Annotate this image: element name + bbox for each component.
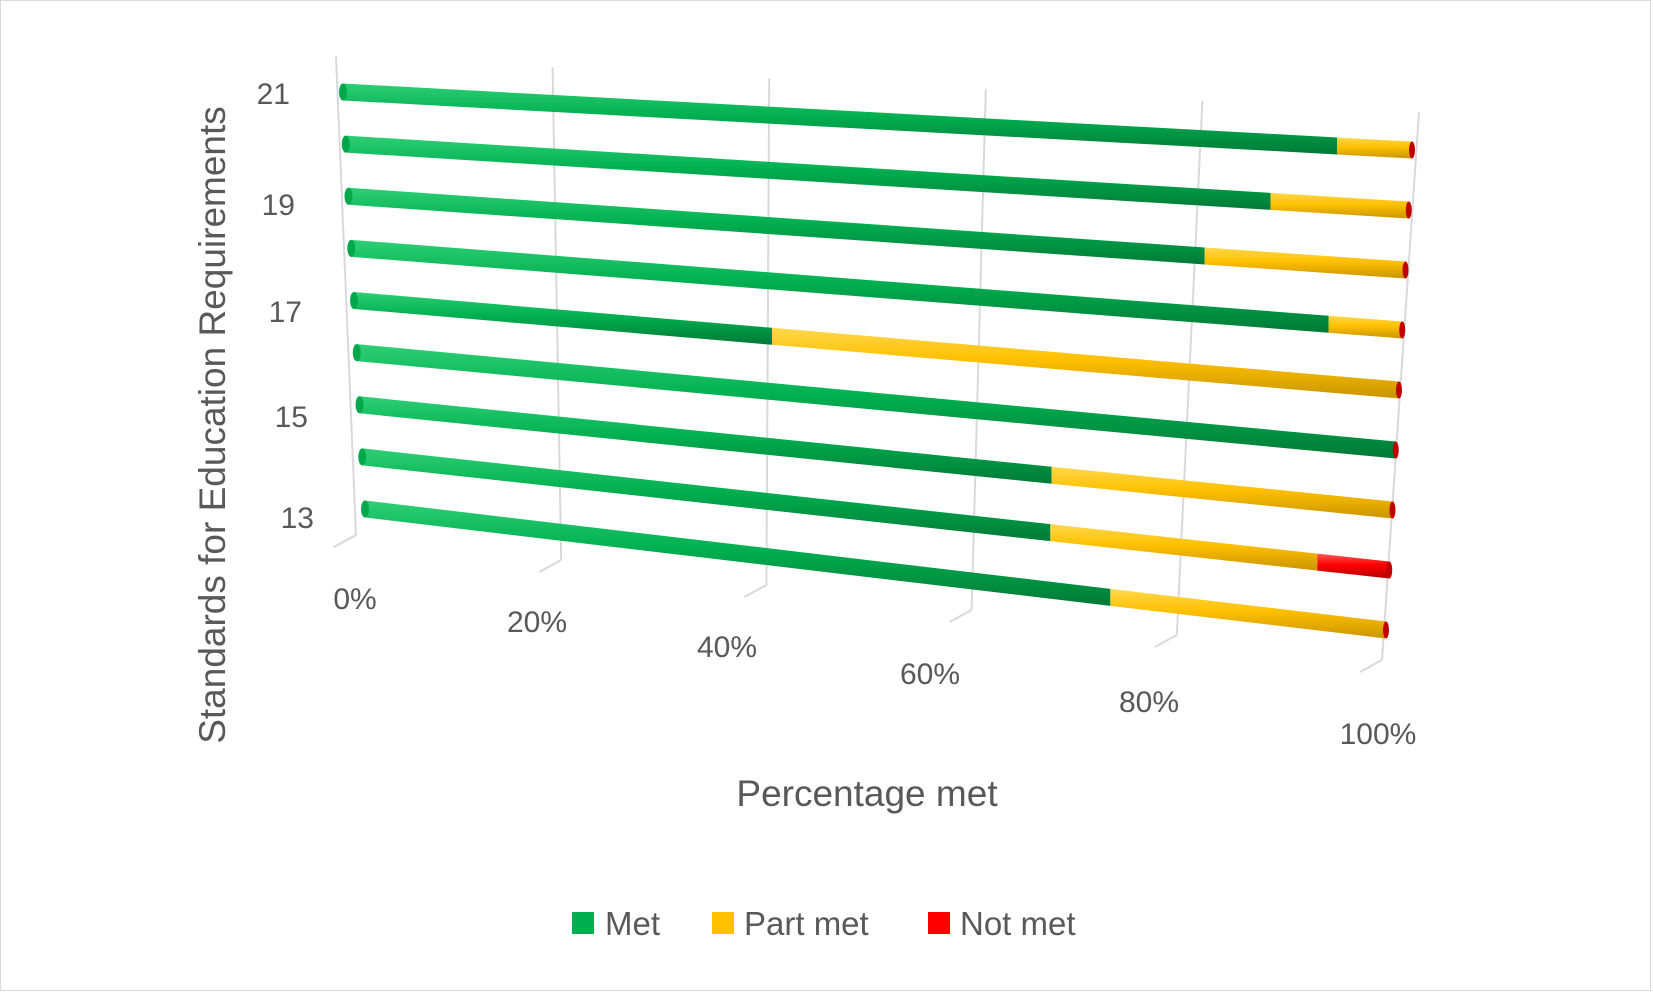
x-floor-tick [1154,634,1178,648]
bar-cap-right [1386,561,1393,579]
bar-cap-right [1399,321,1406,339]
x-floor-tick [949,609,973,623]
bar-segment [354,292,772,345]
legend: Met Part met Not met [572,905,1076,942]
x-axis-title: Percentage met [736,773,998,814]
x-tick-label: 100% [1340,718,1417,751]
bar-cap-right [1409,141,1415,159]
bar-segment [1270,192,1409,219]
bar-cap-left [361,500,369,518]
bar-segment [343,83,1338,155]
bar-cap-left [350,292,358,309]
legend-label-not-met: Not met [960,905,1076,942]
x-floor-tick [538,559,562,573]
bar-cap-right [1396,381,1402,399]
legend-swatch-not-met [928,912,950,934]
y-axis-title: Standards for Education Requirements [192,106,233,744]
bar-cap-right [1389,501,1396,519]
bar-segment [359,396,1052,484]
bar-segment [362,448,1051,542]
x-floor-tick [743,584,767,598]
legend-label-part-met: Part met [744,905,869,942]
x-axis-floor [333,534,1383,673]
x-floor-tick [1359,659,1383,673]
bar-segment [1337,137,1412,159]
bar-segment [1317,553,1390,579]
bar-segment [1110,588,1386,639]
bar-segment [356,344,1396,459]
legend-swatch-part-met [712,912,734,934]
bar-cap-left [347,239,356,257]
bar-cap-right [1383,621,1389,639]
legend-label-met: Met [605,905,660,942]
bar-cap-left [352,344,361,362]
legend-swatch-met [572,912,594,934]
bar-cap-left [344,187,353,205]
x-tick-label: 60% [900,658,960,691]
gridline [335,55,357,536]
bar-cap-left [355,396,364,414]
bar-cap-right [1392,441,1399,459]
bar-segment [772,327,1399,399]
bar-segment [1050,524,1318,571]
bar-segment [1204,247,1406,279]
bar-segment [1328,315,1403,339]
bar-cap-left [358,448,367,466]
y-tick-label: 19 [262,189,295,222]
x-tick-labels: 0% 20% 40% 60% 80% 100% [333,583,1416,751]
bar-segment [365,500,1111,606]
bar-segment [348,187,1205,265]
bar-segment [351,239,1329,333]
bar-cap-left [339,83,347,101]
y-tick-label: 13 [281,502,314,535]
bars [339,83,1415,639]
bar-segment [345,135,1271,210]
bar-segment [1051,466,1393,519]
y-tick-labels: 21 19 17 15 13 [257,78,314,535]
y-tick-label: 15 [275,401,308,434]
y-tick-label: 17 [269,296,302,329]
bar-cap-right [1402,261,1409,279]
x-tick-label: 80% [1119,686,1179,719]
x-tick-label: 40% [697,631,757,664]
bar-cap-right [1405,201,1412,219]
x-tick-label: 0% [333,583,376,616]
y-tick-label: 21 [257,78,290,111]
x-tick-label: 20% [507,606,567,639]
bar-cap-left [341,135,350,153]
x-floor-edge [333,534,357,548]
